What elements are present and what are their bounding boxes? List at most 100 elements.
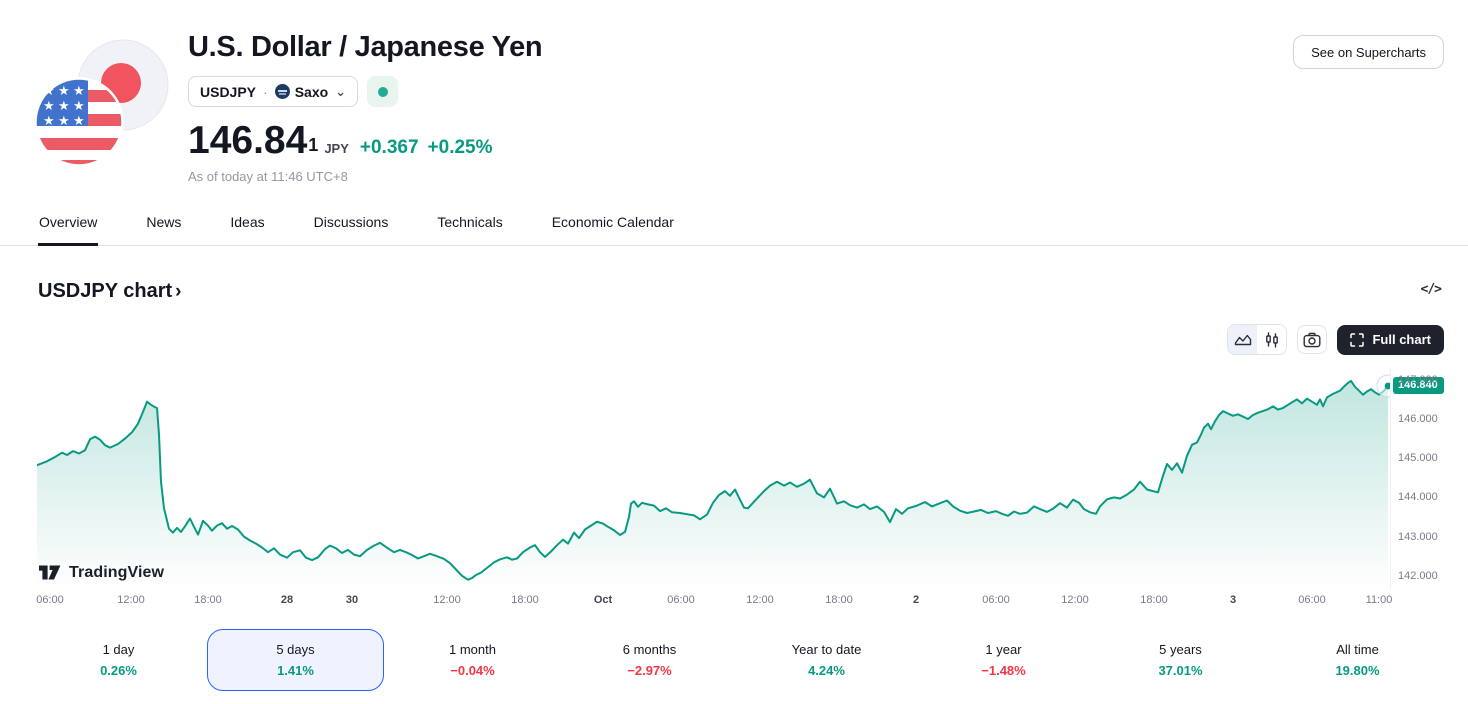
x-axis-label: 2 — [912, 594, 920, 606]
range-1-day[interactable]: 1 day 0.26% — [30, 629, 207, 691]
range-label: Year to date — [791, 642, 862, 657]
range-5-years[interactable]: 5 years 37.01% — [1092, 629, 1269, 691]
x-axis-label: 18:00 — [825, 594, 853, 606]
tab-economic-calendar[interactable]: Economic Calendar — [551, 214, 674, 230]
x-axis-label: 12:00 — [117, 594, 145, 606]
tab-news[interactable]: News — [146, 214, 182, 230]
chart-type-segmented-control — [1227, 324, 1288, 355]
range-label: 1 day — [102, 642, 135, 657]
x-axis-label: 12:00 — [1061, 594, 1089, 606]
svg-text:★: ★ — [58, 99, 70, 114]
last-price-tag: 146.840 — [1393, 377, 1444, 395]
range-5-days[interactable]: 5 days 1.41% — [207, 629, 384, 691]
price-change: +0.367 +0.25% — [360, 137, 493, 159]
tab-overview[interactable]: Overview — [38, 204, 99, 246]
range-change: −2.97% — [627, 663, 672, 678]
x-axis-label: 28 — [280, 594, 294, 606]
area-fill — [37, 380, 1388, 590]
svg-text:★: ★ — [43, 99, 55, 114]
see-on-supercharts-button[interactable]: See on Supercharts — [1293, 35, 1444, 69]
x-axis-label: 06:00 — [36, 594, 64, 606]
range-change: −0.04% — [450, 663, 495, 678]
chevron-down-icon: ⌄ — [335, 84, 347, 99]
area-chart-type-button[interactable] — [1228, 325, 1258, 354]
symbol-switcher-button[interactable]: USDJPY · Saxo ⌄ — [188, 76, 359, 107]
price-chart[interactable]: TradingView 146.840 06:00 12:00 18:00 28 30 1… — [36, 368, 1449, 614]
price-superscript: 1 — [308, 135, 319, 155]
range-label: 6 months — [622, 642, 677, 657]
chart-section-link[interactable]: USDJPY chart › — [38, 280, 181, 303]
area-chart-icon — [1234, 334, 1252, 346]
range-change: 19.80% — [1335, 663, 1380, 678]
svg-text:★: ★ — [73, 84, 85, 99]
last-price: 146.84 — [188, 119, 308, 162]
x-axis-label: Oct — [593, 594, 613, 606]
market-open-dot-icon — [377, 86, 388, 97]
range-all-time[interactable]: All time 19.80% — [1269, 629, 1446, 691]
chart-toolbar: Full chart — [1227, 324, 1444, 355]
page-title: U.S. Dollar / Japanese Yen — [188, 31, 543, 63]
range-selector: 1 day 0.26% 5 days 1.41% 1 month −0.04% 6 mont… — [30, 629, 1446, 691]
y-axis-label: 142.000 — [1398, 569, 1438, 582]
screenshot-button[interactable] — [1297, 325, 1328, 354]
x-axis-label: 06:00 — [667, 594, 695, 606]
x-axis-label: 18:00 — [511, 594, 539, 606]
tab-technicals[interactable]: Technicals — [437, 214, 503, 230]
range-change: 0.26% — [100, 663, 137, 678]
y-axis-label: 144.000 — [1398, 491, 1438, 504]
full-chart-label: Full chart — [1372, 332, 1431, 347]
saxo-logo-icon — [274, 84, 290, 99]
candles-icon — [1266, 331, 1278, 348]
x-axis-label: 06:00 — [1298, 594, 1326, 606]
price-line — [37, 379, 1389, 581]
x-axis-label: 3 — [1229, 594, 1237, 606]
price-change-abs: +0.367 — [359, 137, 419, 158]
candles-chart-type-button[interactable] — [1257, 325, 1287, 354]
x-axis-label: 12:00 — [433, 594, 461, 606]
flags-graphic: ★ ★ ★ ★ ★ ★ ★ ★ ★ — [34, 39, 169, 167]
currency-pair-flags: ★ ★ ★ ★ ★ ★ ★ ★ ★ — [34, 30, 185, 175]
symbol-ticker: USDJPY — [200, 83, 257, 100]
range-change: 37.01% — [1158, 663, 1203, 678]
last-point-halo — [1376, 374, 1390, 398]
exchange-wrap: Saxo — [274, 84, 328, 100]
range-label: 5 days — [276, 642, 315, 657]
svg-text:★: ★ — [73, 114, 85, 129]
svg-text:★: ★ — [73, 99, 85, 114]
tradingview-watermark[interactable]: TradingView — [39, 563, 164, 582]
range-1-year[interactable]: 1 year −1.48% — [915, 629, 1092, 691]
as-of-timestamp: As of today at 11:46 UTC+8 — [188, 169, 348, 184]
x-axis-label: 18:00 — [194, 594, 222, 606]
range-1-month[interactable]: 1 month −0.04% — [384, 629, 561, 691]
x-axis-label: 06:00 — [982, 594, 1010, 606]
y-axis-label: 146.000 — [1398, 412, 1438, 425]
range-6-months[interactable]: 6 months −2.97% — [561, 629, 738, 691]
range-label: 1 year — [985, 642, 1022, 657]
x-axis: 06:00 12:00 18:00 28 30 12:00 18:00 Oct 06:00 12:… — [36, 594, 1393, 610]
x-axis-label: 30 — [345, 594, 359, 606]
tab-bar: Overview News Ideas Discussions Technicals Ec… — [0, 204, 1468, 246]
chart-section-title: USDJPY chart — [38, 280, 173, 302]
range-change: 1.41% — [277, 663, 314, 678]
embed-code-icon[interactable]: </> — [1420, 282, 1443, 297]
range-year-to-date[interactable]: Year to date 4.24% — [738, 629, 915, 691]
us-flag-icon: ★ ★ ★ ★ ★ ★ ★ ★ ★ — [34, 77, 124, 167]
range-label: 5 years — [1159, 642, 1202, 657]
full-chart-button[interactable]: Full chart — [1337, 324, 1444, 355]
x-axis-label: 11:00 — [1365, 594, 1393, 606]
svg-text:★: ★ — [58, 114, 70, 129]
price-change-pct: +0.25% — [427, 137, 493, 158]
header: U.S. Dollar / Japanese Yen USDJPY · Saxo… — [188, 31, 543, 184]
last-point-dot — [1384, 382, 1390, 390]
fullscreen-icon — [1350, 332, 1365, 347]
y-axis-label: 147.000 — [1398, 373, 1438, 386]
range-label: All time — [1336, 642, 1379, 657]
tab-ideas[interactable]: Ideas — [230, 214, 265, 230]
price-currency: JPY — [324, 141, 349, 156]
symbol-row: USDJPY · Saxo ⌄ — [188, 76, 542, 107]
chart-plot-area[interactable] — [37, 368, 1390, 590]
range-change: 4.24% — [808, 663, 845, 678]
tab-discussions[interactable]: Discussions — [313, 214, 389, 230]
svg-text:★: ★ — [43, 114, 55, 129]
